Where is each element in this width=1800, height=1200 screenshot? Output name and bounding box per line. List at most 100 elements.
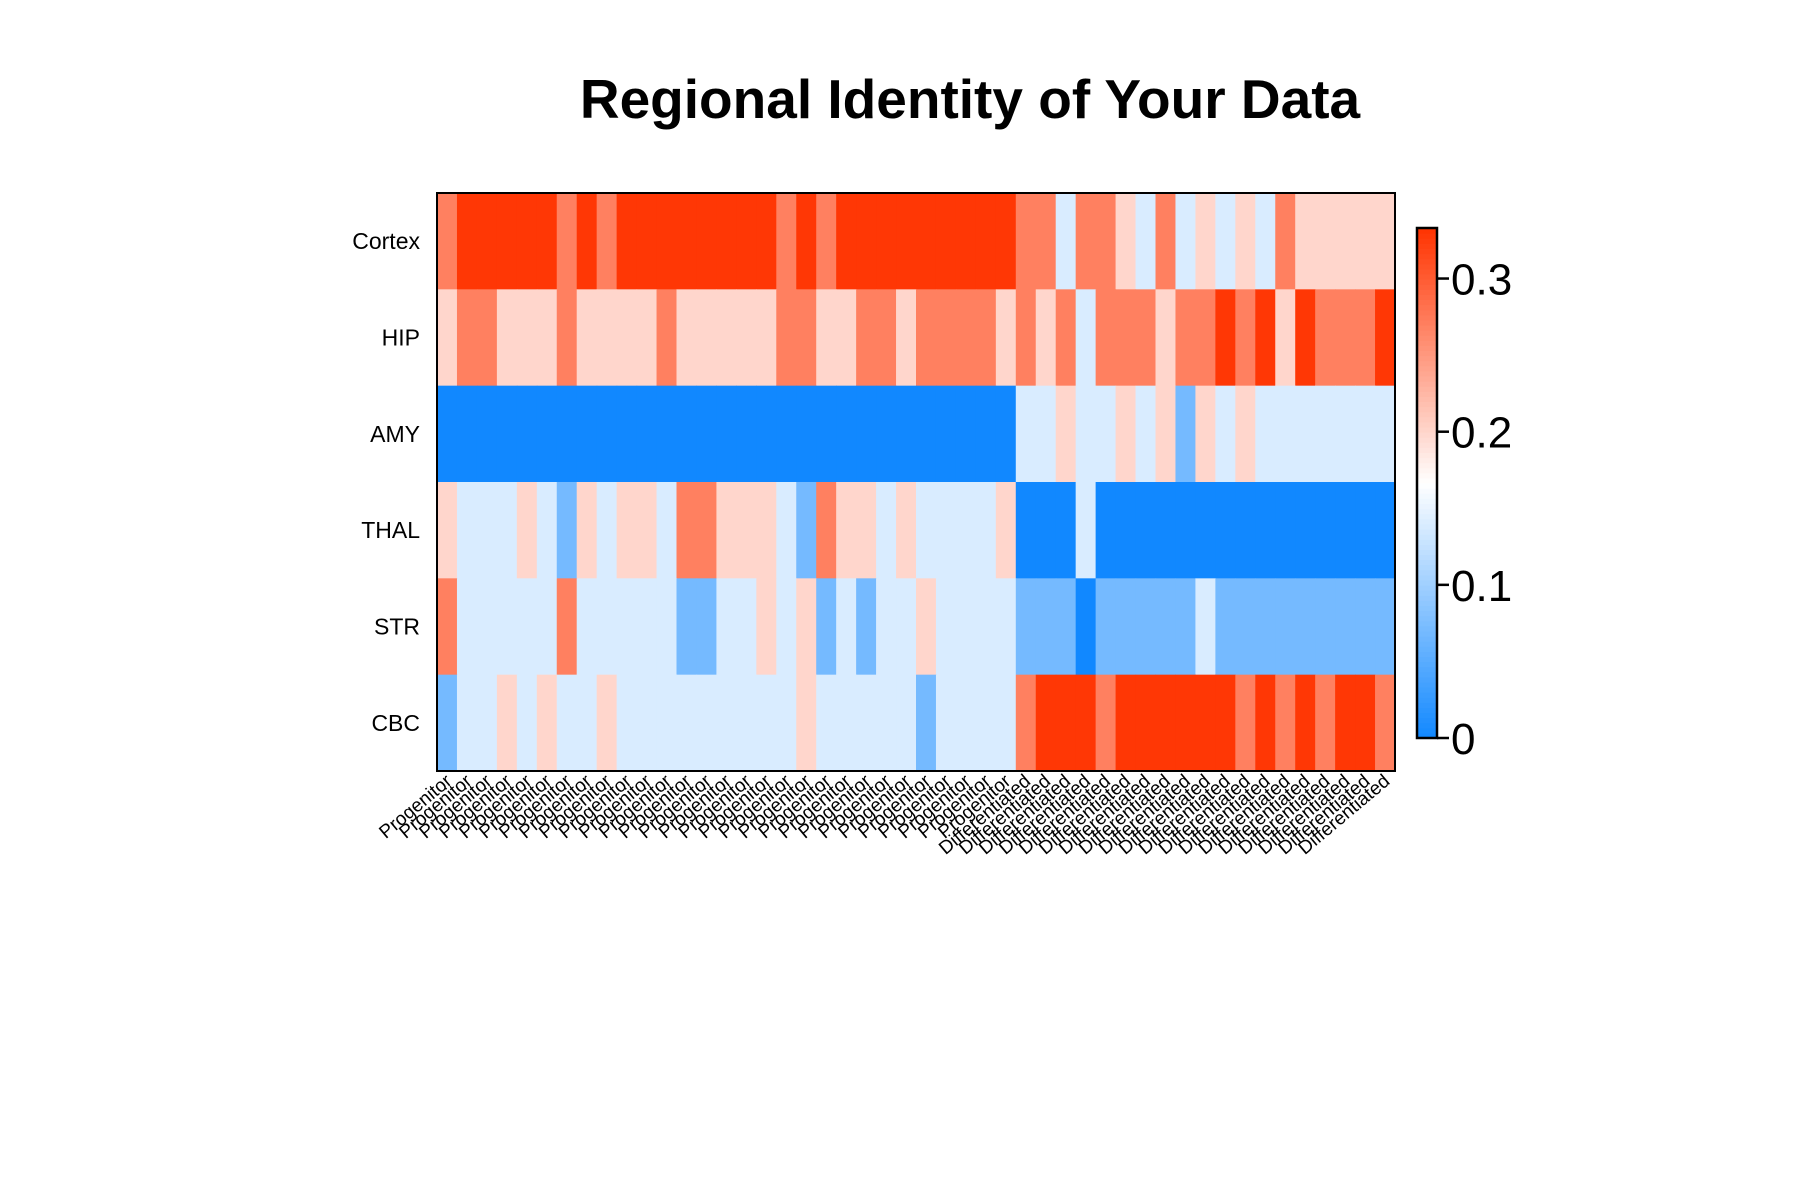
colorbar-segment [1417,319,1437,326]
colorbar-segment [1417,273,1437,280]
heatmap-cell [995,385,1017,483]
colorbar-segment [1417,630,1437,637]
heatmap-cell [1255,674,1276,772]
heatmap-cell [616,289,638,387]
heatmap-cell [576,674,598,772]
heatmap-cell [1375,193,1396,290]
heatmap-cell [496,578,518,676]
heatmap-cell [955,674,977,772]
heatmap-cell [1055,193,1077,290]
colorbar-segment [1417,508,1437,515]
heatmap-cell [596,674,618,772]
colorbar-segment [1417,304,1437,311]
heatmap-cell [496,482,518,579]
colorbar: 0 0.1 0.2 0.3 [1415,226,1512,764]
heatmap-cell [536,482,558,579]
heatmap-cell [1135,482,1157,579]
heatmap-cell [1295,578,1316,676]
heatmap-cell [1235,385,1256,483]
heatmap-cell [1275,578,1296,676]
heatmap-cell [596,193,618,290]
heatmap-cell [536,193,558,290]
heatmap-cell [816,385,837,483]
heatmap-cell [916,482,937,579]
heatmap-cell [616,385,638,483]
heatmap-cell [676,674,698,772]
colorbar-segment [1417,518,1437,525]
colorbar-segment [1417,569,1437,576]
heatmap-cell [856,193,877,290]
heatmap-cell [1215,193,1236,290]
heatmap-cell [456,385,478,483]
heatmap-cell [716,578,737,676]
heatmap-cell [756,674,777,772]
heatmap-cell [776,674,797,772]
heatmap-cell [696,289,718,387]
heatmap-cell [536,385,558,483]
heatmap-cell [796,385,817,483]
heatmap-cell [1115,193,1137,290]
colorbar-segment [1417,330,1437,336]
heatmap-cell [456,578,478,676]
heatmap-cell [1295,289,1316,387]
colorbar-segment [1417,314,1437,321]
heatmap-cell [556,193,578,290]
heatmap-cell [1055,289,1077,387]
heatmap-cell [935,289,957,387]
colorbar-segment [1417,263,1437,270]
heatmap-cell [995,289,1017,387]
heatmap-cell [1355,674,1376,772]
heatmap-cell [1155,289,1177,387]
heatmap-cell [576,482,598,579]
colorbar-segment [1417,488,1437,494]
heatmap-cell [636,674,658,772]
heatmap-cell [616,578,638,676]
heatmap-cell [476,482,498,579]
colorbar-segment [1417,365,1437,372]
colorbar-segment [1417,248,1437,255]
heatmap-cell [716,482,737,579]
heatmap-cell [856,674,877,772]
colorbar-segment [1417,406,1437,413]
colorbar-segment [1417,722,1437,729]
colorbar-segment [1417,452,1437,459]
heatmap-cell [636,289,658,387]
heatmap-cell [1055,674,1077,772]
colorbar-segment [1417,457,1437,464]
heatmap-cell [476,385,498,483]
heatmap-cell [1155,578,1177,676]
heatmap-cell [935,674,957,772]
colorbar-tick-label: 0.1 [1451,562,1512,611]
heatmap-cell [1075,385,1097,483]
heatmap-cell [1235,674,1256,772]
heatmap-cell [516,289,538,387]
heatmap-cell [876,482,897,579]
heatmap-cell [1355,289,1376,387]
heatmap-cell [456,674,478,772]
heatmap-cell [1075,482,1097,579]
heatmap-cell [955,289,977,387]
heatmap-cell [1095,289,1117,387]
heatmap-cell [596,289,618,387]
colorbar-segment [1417,462,1437,469]
heatmap-cell [596,578,618,676]
heatmap-cell [1375,578,1396,676]
heatmap-cell [496,193,518,290]
heatmap-cell [536,578,558,676]
row-label: Cortex [352,228,420,254]
colorbar-segment [1417,707,1437,714]
heatmap-cell [776,482,797,579]
colorbar-segment [1417,544,1437,550]
heatmap-cell [556,482,578,579]
heatmap-cell [456,193,478,290]
heatmap-cell [1315,482,1336,579]
colorbar-segment [1417,498,1437,504]
heatmap-cell [1155,193,1177,290]
heatmap-cell [716,193,737,290]
heatmap-cell [836,674,857,772]
heatmap-cell [696,482,718,579]
heatmap-cell [1115,674,1137,772]
heatmap-cell [656,674,678,772]
heatmap-cell [496,385,518,483]
heatmap-cell [516,385,538,483]
